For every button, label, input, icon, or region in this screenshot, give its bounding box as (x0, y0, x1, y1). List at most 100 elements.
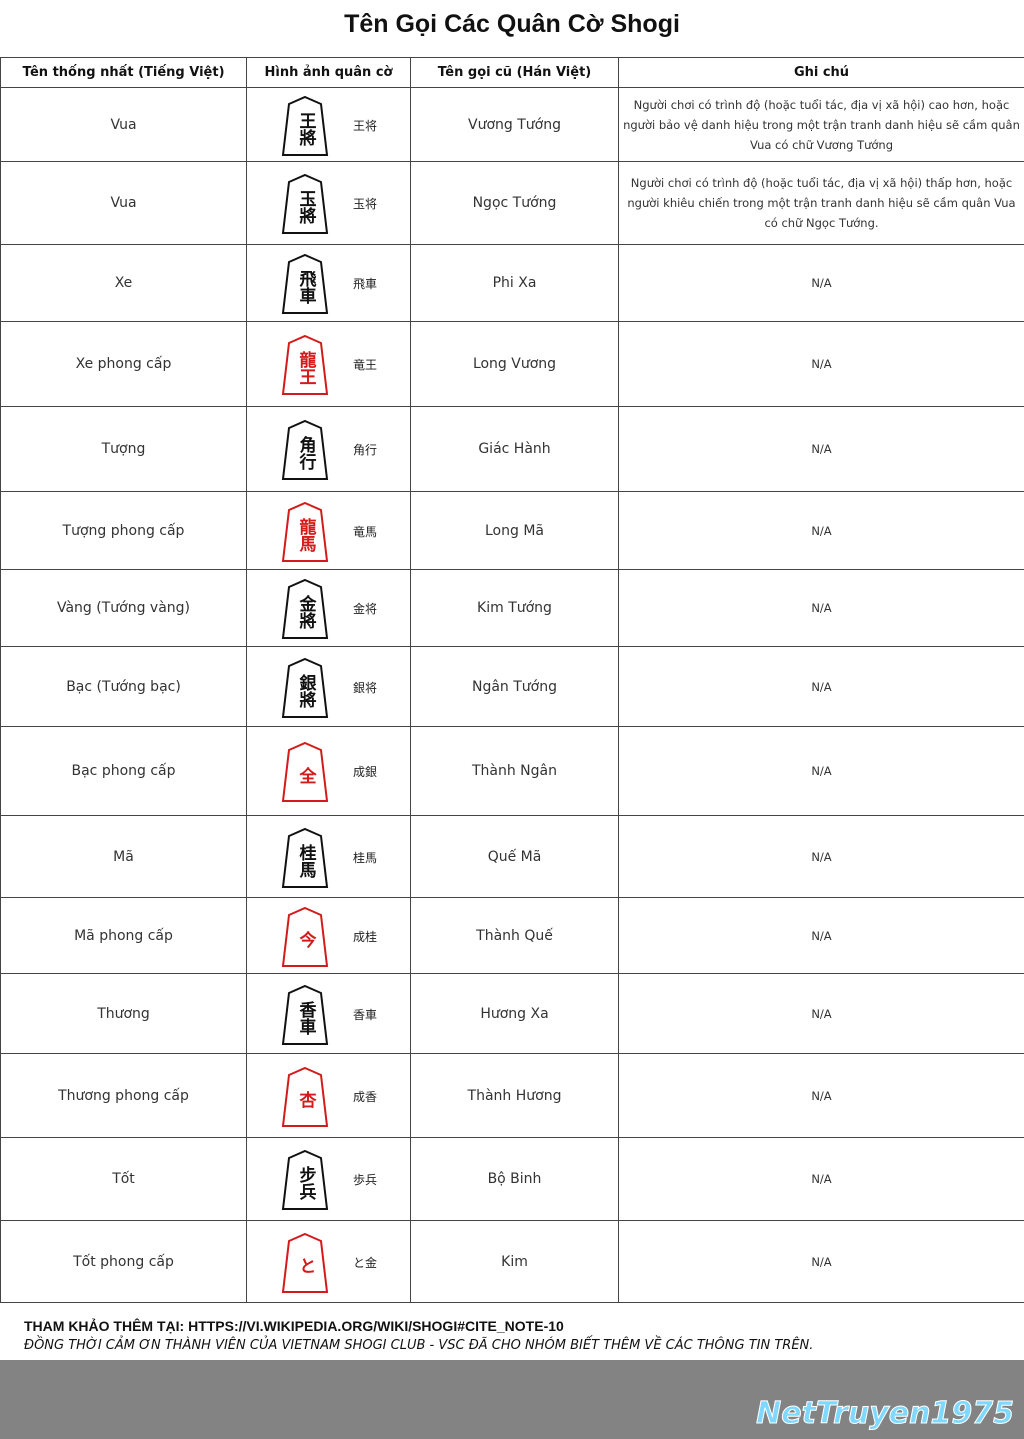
piece-image-cell: 龍王 竜王 (246, 321, 411, 407)
logo: NetTruyen1975 (756, 1396, 1015, 1432)
piece-shape (281, 253, 329, 314)
old-name: Thành Quế (410, 897, 619, 974)
piece: 飛車 飛車 (247, 251, 410, 315)
piece-outline (281, 501, 329, 562)
piece-image-cell: 銀將 銀将 (246, 646, 411, 727)
table-body: Vua 王將 王将 Vương Tướng Người chơi có trình độ… (0, 87, 1024, 1303)
piece-shape (281, 419, 329, 480)
piece-label: 王将 (353, 118, 378, 133)
piece-label: 桂馬 (353, 850, 378, 865)
piece-name: Tốt phong cấp (0, 1220, 247, 1303)
table-row: Mã 桂馬 桂馬 Quế Mã N/A (0, 815, 1024, 898)
piece-outline (281, 173, 329, 234)
piece-outline (281, 419, 329, 480)
piece-glyph: 王將 (295, 111, 316, 146)
table-row: Vua 王將 王将 Vương Tướng Người chơi có trình độ… (0, 87, 1024, 162)
piece-name: Xe (0, 244, 247, 322)
old-name: Hương Xa (410, 973, 619, 1054)
note: N/A (618, 726, 1024, 816)
piece-image-cell: 金將 金将 (246, 569, 411, 647)
table-row: Mã phong cấp 今 成桂 Thành Quế N/A (0, 897, 1024, 974)
piece: 桂馬 桂馬 (247, 825, 410, 889)
piece-shape (281, 1066, 329, 1127)
old-name: Kim (410, 1220, 619, 1303)
piece-name: Bạc (Tướng bạc) (0, 646, 247, 727)
piece-shape (281, 578, 329, 639)
piece-label: 竜馬 (353, 524, 378, 539)
piece-glyph: 桂馬 (295, 843, 316, 878)
piece: 龍馬 竜馬 (247, 499, 410, 563)
piece-glyph: 今 (295, 931, 316, 948)
old-name: Ngọc Tướng (410, 161, 619, 245)
piece: と と金 (247, 1230, 410, 1294)
piece-outline (281, 1066, 329, 1127)
piece-shape (281, 1149, 329, 1210)
piece-label: 成香 (353, 1089, 378, 1104)
piece: 銀將 銀将 (247, 655, 410, 719)
note: N/A (618, 569, 1024, 647)
piece-label: 成銀 (353, 765, 378, 779)
reference-label: THAM KHẢO THÊM TẠI: (24, 1318, 185, 1334)
note: N/A (618, 244, 1024, 322)
piece-name: Tốt (0, 1137, 247, 1221)
piece-name: Xe phong cấp (0, 321, 247, 407)
piece: 杏 成香 (247, 1064, 410, 1128)
piece-shape (281, 657, 329, 718)
piece-image-cell: 玉將 玉将 (246, 161, 411, 245)
note: N/A (618, 1053, 1024, 1138)
piece: 金將 金将 (247, 576, 410, 640)
piece-label: 金将 (353, 602, 378, 616)
table-row: Thương 香車 香車 Hương Xa N/A (0, 973, 1024, 1054)
piece-image-cell: 香車 香車 (246, 973, 411, 1054)
piece-outline (281, 1232, 329, 1293)
piece-glyph: 香車 (295, 1000, 316, 1035)
piece-image-cell: 角行 角行 (246, 406, 411, 492)
table-row: Tốt phong cấp と と金 Kim N/A (0, 1220, 1024, 1303)
piece-label: 銀将 (353, 680, 378, 695)
note: N/A (618, 321, 1024, 407)
piece-glyph: 銀將 (295, 673, 316, 708)
piece-outline (281, 657, 329, 718)
table-row: Thương phong cấp 杏 成香 Thành Hương N/A (0, 1053, 1024, 1138)
header-row: Tên thống nhất (Tiếng Việt) Hình ảnh quân… (0, 57, 1024, 88)
piece-glyph: と (295, 1257, 316, 1274)
note: N/A (618, 815, 1024, 898)
piece-image-cell: と と金 (246, 1220, 411, 1303)
piece-name: Tượng phong cấp (0, 491, 247, 570)
table-row: Vàng (Tướng vàng) 金將 金将 Kim Tướng N/A (0, 569, 1024, 647)
piece-name: Mã phong cấp (0, 897, 247, 974)
old-name: Quế Mã (410, 815, 619, 898)
piece: 玉將 玉将 (247, 171, 410, 235)
piece-glyph: 金將 (295, 595, 316, 629)
thanks: ĐỒNG THỜI CẢM ƠN THÀNH VIÊN CỦA VIETNAM … (24, 1338, 814, 1353)
piece-outline (281, 741, 329, 802)
table-row: Tượng 角行 角行 Giác Hành N/A (0, 406, 1024, 492)
piece-label: 角行 (353, 443, 378, 457)
piece-outline (281, 984, 329, 1045)
piece-glyph: 龍馬 (295, 517, 316, 552)
page-title: Tên Gọi Các Quân Cờ Shogi (344, 10, 680, 38)
piece-glyph: 杏 (295, 1091, 316, 1108)
piece-outline (281, 827, 329, 888)
piece-name: Thương (0, 973, 247, 1054)
piece-glyph: 步兵 (295, 1166, 316, 1200)
old-name: Giác Hành (410, 406, 619, 492)
note: N/A (618, 973, 1024, 1054)
piece-outline (281, 906, 329, 967)
column-header: Ghi chú (618, 57, 1024, 88)
piece-name: Thương phong cấp (0, 1053, 247, 1138)
watermark-band: NetTruyen1975 (0, 1360, 1024, 1439)
piece-label: 香車 (353, 1007, 378, 1022)
piece: 香車 香車 (247, 982, 410, 1046)
old-name: Ngân Tướng (410, 646, 619, 727)
old-name: Long Mã (410, 491, 619, 570)
table-row: Xe 飛車 飛車 Phi Xa N/A (0, 244, 1024, 322)
old-name: Thành Ngân (410, 726, 619, 816)
piece: 王將 王将 (247, 93, 410, 157)
piece: 龍王 竜王 (247, 332, 410, 396)
piece-image-cell: 桂馬 桂馬 (246, 815, 411, 898)
piece-glyph: 龍王 (295, 351, 316, 385)
piece-shape (281, 1232, 329, 1293)
piece: 今 成桂 (247, 904, 410, 968)
